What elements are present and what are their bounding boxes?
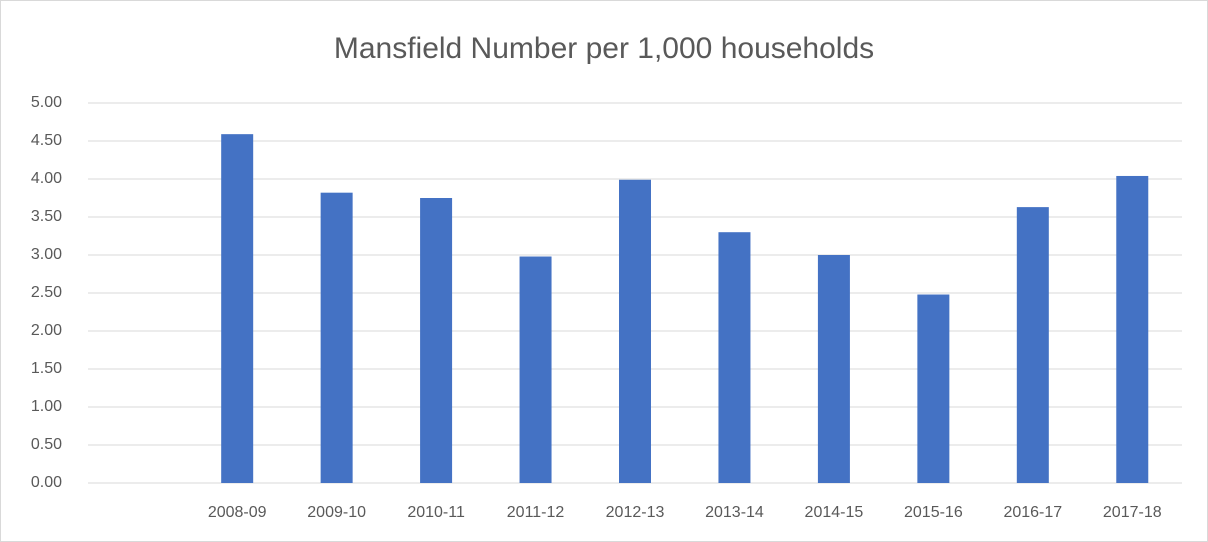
- bar: [320, 192, 353, 483]
- x-tick-label: 2011-12: [507, 504, 565, 521]
- x-tick-label: 2014-15: [805, 504, 864, 521]
- y-tick-label: 2.50: [31, 284, 62, 301]
- y-tick-label: 4.50: [31, 132, 62, 149]
- y-tick-label: 3.50: [31, 208, 62, 225]
- bar: [718, 232, 751, 483]
- y-tick-label: 4.00: [31, 170, 62, 187]
- x-tick-label: 2017-18: [1103, 504, 1162, 521]
- x-tick-label: 2008-09: [208, 504, 267, 521]
- bar: [817, 255, 850, 483]
- bar: [519, 256, 552, 483]
- bar: [420, 198, 453, 483]
- y-tick-label: 3.00: [31, 246, 62, 263]
- bar: [221, 134, 254, 483]
- x-tick-label: 2010-11: [407, 504, 465, 521]
- bar: [619, 179, 651, 483]
- y-tick-label: 2.00: [31, 322, 62, 339]
- x-tick-label: 2012-13: [606, 504, 665, 521]
- x-tick-label: 2016-17: [1003, 504, 1062, 521]
- bar: [1116, 175, 1149, 483]
- bar: [1016, 207, 1049, 483]
- y-tick-label: 5.00: [31, 94, 62, 111]
- y-tick-label: 0.00: [31, 474, 62, 491]
- x-tick-label: 2013-14: [705, 504, 764, 521]
- x-tick-label: 2009-10: [307, 504, 366, 521]
- y-tick-label: 1.50: [31, 360, 62, 377]
- chart-title: Mansfield Number per 1,000 households: [334, 32, 874, 65]
- bar: [917, 294, 950, 483]
- x-tick-label: 2015-16: [904, 504, 963, 521]
- y-tick-label: 1.00: [31, 398, 62, 415]
- y-tick-label: 0.50: [31, 436, 62, 453]
